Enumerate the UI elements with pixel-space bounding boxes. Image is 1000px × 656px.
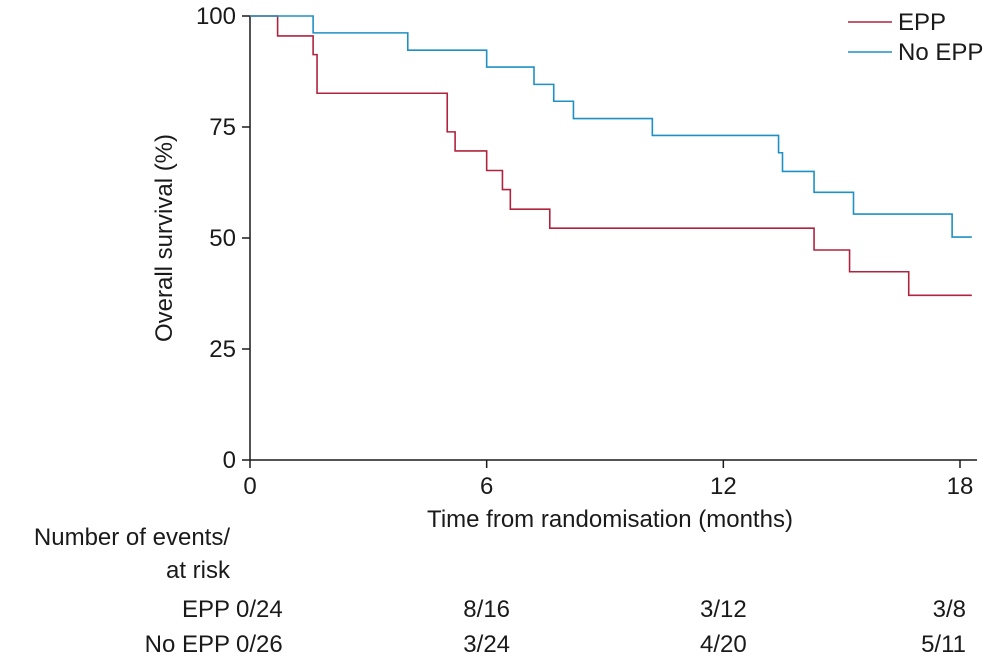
x-ticks: 0 6 12 18 xyxy=(243,460,973,500)
x-tick-label: 6 xyxy=(480,473,493,500)
risk-cell: 0/24 xyxy=(236,596,283,623)
legend-label: EPP xyxy=(898,9,946,36)
risk-cell: 3/24 xyxy=(463,631,510,656)
y-axis-title: Overall survival (%) xyxy=(151,134,178,342)
risk-row-label: No EPP xyxy=(145,631,230,656)
series-line-no-epp xyxy=(250,15,972,238)
y-tick-label: 75 xyxy=(209,114,236,141)
y-tick-label: 0 xyxy=(223,447,236,474)
risk-cell: 8/16 xyxy=(463,596,510,623)
x-tick-label: 18 xyxy=(947,473,974,500)
axes xyxy=(249,16,977,461)
x-axis-title: Time from randomisation (months) xyxy=(427,506,793,533)
legend: EPP No EPP xyxy=(848,9,983,66)
risk-table-header-line1: Number of events/ xyxy=(34,524,230,551)
legend-label: No EPP xyxy=(898,39,983,66)
risk-cell: 4/20 xyxy=(700,631,747,656)
series-layer xyxy=(250,15,972,297)
risk-table-header-line2: at risk xyxy=(166,557,231,584)
risk-cell: 0/26 xyxy=(236,631,283,656)
y-tick-label: 50 xyxy=(209,225,236,252)
risk-table: Number of events/ at risk EPP 0/24 8/16 3/1… xyxy=(34,524,966,656)
series-line-epp xyxy=(250,15,972,297)
x-tick-label: 0 xyxy=(243,473,256,500)
risk-cell: 3/8 xyxy=(933,596,966,623)
x-tick-label: 12 xyxy=(710,473,737,500)
risk-cell: 5/11 xyxy=(921,631,966,656)
y-tick-label: 25 xyxy=(209,336,236,363)
risk-table-rows: EPP 0/24 8/16 3/12 3/8 No EPP 0/26 3/24 4/20 5/11 xyxy=(145,596,966,656)
y-tick-label: 100 xyxy=(196,3,236,30)
risk-row-label: EPP xyxy=(182,596,230,623)
y-ticks: 0 25 50 75 100 xyxy=(196,3,250,474)
risk-cell: 3/12 xyxy=(700,596,747,623)
